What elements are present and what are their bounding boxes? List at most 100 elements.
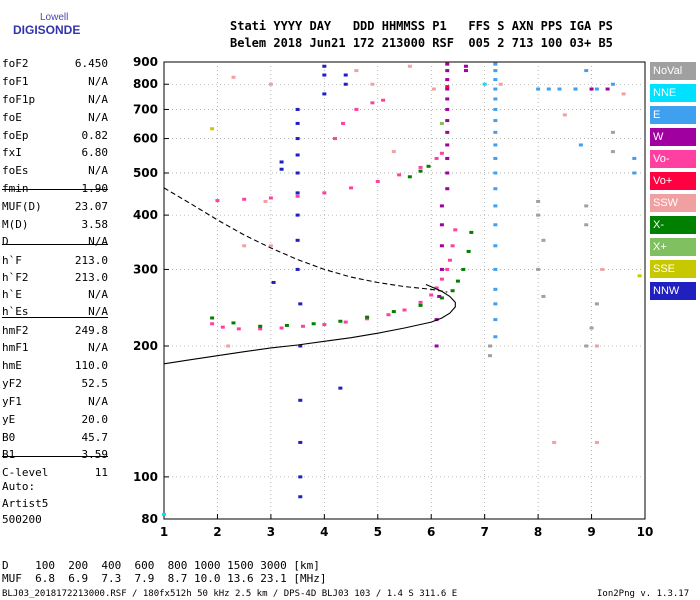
legend-item: W — [650, 128, 696, 146]
param-value: 249.8 — [74, 324, 108, 337]
param-row: hmF2 249.8 — [2, 324, 108, 338]
param-name: C-level — [2, 466, 49, 479]
echo-point — [493, 130, 498, 134]
param-row: MUF(D) 23.07 — [2, 200, 108, 214]
echo-point — [402, 308, 407, 312]
echo-point — [295, 191, 300, 195]
echo-point — [365, 315, 370, 319]
param-separator — [2, 189, 108, 190]
param-name: fmin — [2, 182, 29, 195]
echo-point — [445, 130, 450, 134]
echo-point — [370, 82, 375, 86]
echo-point — [439, 277, 444, 281]
param-row: B0 45.7 — [2, 431, 108, 445]
param-separator — [2, 244, 108, 245]
echo-point — [418, 300, 423, 304]
echo-point — [439, 223, 444, 227]
param-name: B1 — [2, 448, 16, 461]
param-name: foF1p — [2, 93, 36, 106]
legend-item: NoVal — [650, 62, 696, 80]
echo-point — [391, 310, 396, 314]
echo-point — [594, 87, 599, 91]
echo-point — [263, 199, 268, 203]
param-name: fxI — [2, 146, 22, 159]
echo-point — [279, 167, 284, 171]
auto-label: Auto: — [2, 480, 36, 493]
echo-point — [445, 267, 450, 271]
echo-point — [493, 223, 498, 227]
echo-point — [407, 64, 412, 68]
echo-point — [386, 313, 391, 317]
echo-point — [610, 150, 615, 154]
echo-point — [242, 197, 247, 201]
echo-point — [600, 267, 605, 271]
series-x- — [439, 121, 444, 125]
echo-point — [295, 153, 300, 157]
echo-point — [573, 87, 578, 91]
echo-point — [589, 326, 594, 330]
echo-point — [338, 319, 343, 323]
param-row: foEs N/A — [2, 164, 108, 178]
legend-item: E — [650, 106, 696, 124]
echo-point — [418, 169, 423, 173]
echo-point — [284, 323, 289, 327]
echo-point — [493, 267, 498, 271]
series-nne — [162, 82, 487, 516]
param-name: foF1 — [2, 75, 29, 88]
param-row: foF1p N/A — [2, 93, 108, 107]
header-labels: Stati YYYY DAY DDD HHMMSS P1 FFS S AXN P… — [230, 19, 613, 33]
param-value: 6.80 — [81, 146, 109, 159]
legend-item: X+ — [650, 238, 696, 256]
echo-point — [589, 87, 594, 91]
echo-point — [439, 267, 444, 271]
echo-point — [594, 302, 599, 306]
echo-point — [557, 87, 562, 91]
x-tick-label: 6 — [427, 525, 435, 539]
echo-point — [439, 121, 444, 125]
param-name: foEp — [2, 129, 29, 142]
echo-point — [354, 69, 359, 73]
series-sse — [210, 127, 642, 278]
echo-point — [605, 87, 610, 91]
param-row: h`Es N/A — [2, 305, 108, 319]
echo-point — [226, 344, 231, 348]
echo-point — [445, 62, 450, 66]
echo-point — [210, 127, 215, 131]
x-tick-label: 5 — [374, 525, 382, 539]
echo-point — [295, 267, 300, 271]
echo-point — [482, 82, 487, 86]
y-tick-label: 300 — [133, 262, 158, 276]
param-name: hmF1 — [2, 341, 29, 354]
param-name: h`E — [2, 288, 22, 301]
echo-point — [463, 64, 468, 68]
legend-item: Vo- — [650, 150, 696, 168]
param-value: 20.0 — [81, 413, 109, 426]
echo-point — [434, 344, 439, 348]
dashed-curve — [163, 187, 448, 293]
param-name: h`F — [2, 254, 22, 267]
echo-point — [445, 97, 450, 101]
param-value: 213.0 — [74, 271, 108, 284]
echo-point — [439, 204, 444, 208]
echo-point — [536, 87, 541, 91]
x-tick-label: 9 — [587, 525, 595, 539]
echo-point — [298, 495, 303, 499]
param-name: yF2 — [2, 377, 22, 390]
echo-point — [584, 69, 589, 73]
echo-point — [552, 440, 557, 444]
param-row: yF2 52.5 — [2, 377, 108, 391]
param-value: N/A — [88, 93, 108, 106]
echo-point — [445, 143, 450, 147]
echo-point — [447, 258, 452, 262]
param-row: foE N/A — [2, 111, 108, 125]
echo-point — [466, 249, 471, 253]
param-row: C-level 11 — [2, 466, 108, 480]
echo-point — [268, 82, 273, 86]
footer-muf-row: MUF 6.8 6.9 7.3 7.9 8.7 10.0 13.6 23.1 [… — [2, 572, 327, 585]
param-name: yF1 — [2, 395, 22, 408]
param-row: foF2 6.450 — [2, 57, 108, 71]
series-vo- — [445, 85, 450, 89]
echo-point — [437, 294, 442, 298]
auto-version: 500200 — [2, 513, 42, 526]
y-tick-label: 600 — [133, 132, 158, 146]
